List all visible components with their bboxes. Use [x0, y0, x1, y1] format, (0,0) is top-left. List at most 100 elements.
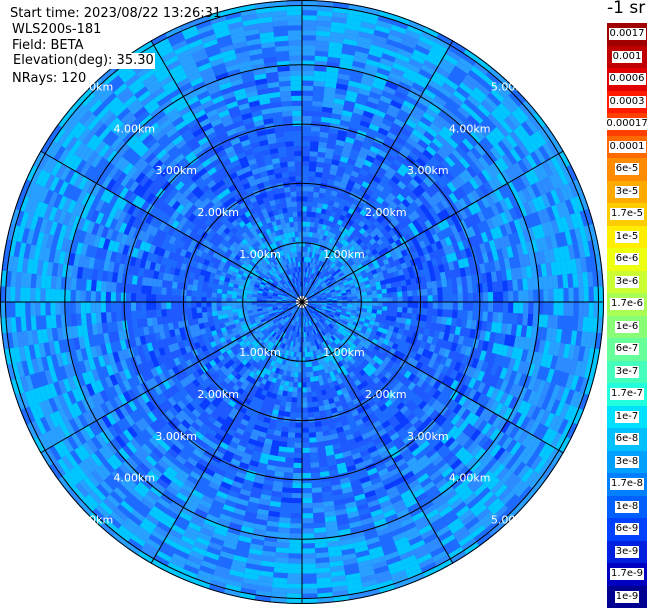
heatmap-cell — [290, 407, 296, 413]
heatmap-cell — [387, 302, 392, 307]
heatmap-cell — [436, 280, 442, 288]
heatmap-cell — [302, 121, 312, 126]
heatmap-cell — [302, 136, 311, 141]
heatmap-cell — [287, 437, 295, 443]
heatmap-cell — [413, 302, 418, 308]
heatmap-cell — [316, 436, 324, 442]
heatmap-cell — [309, 156, 317, 162]
heatmap-cell — [302, 478, 312, 483]
heatmap-cell — [458, 294, 463, 302]
heatmap-cell — [472, 284, 478, 293]
heatmap-cell — [382, 310, 388, 315]
heatmap-cell — [584, 302, 589, 317]
heatmap-cell — [302, 523, 314, 528]
heatmap-cell — [413, 296, 418, 302]
heatmap-cell — [468, 293, 473, 302]
heatmap-cell — [308, 407, 314, 413]
heatmap-cell — [302, 176, 309, 181]
heatmap-cell — [314, 76, 326, 82]
heatmap-cell — [458, 302, 463, 310]
heatmap-cell — [292, 488, 302, 493]
heatmap-cell — [302, 498, 313, 503]
heatmap-cell — [302, 106, 312, 111]
heatmap-cell — [310, 377, 315, 383]
heatmap-cell — [284, 411, 291, 417]
heatmap-cell — [312, 492, 323, 498]
heatmap-cell — [311, 477, 321, 483]
heatmap-cell — [302, 116, 312, 121]
heatmap-cell — [426, 282, 432, 289]
heatmap-cell — [292, 483, 302, 488]
heatmap-cell — [315, 552, 329, 558]
heatmap-cell — [513, 302, 518, 313]
heatmap-cell — [377, 302, 382, 306]
heatmap-cell — [433, 295, 438, 302]
heatmap-cell — [313, 401, 319, 407]
heatmap-cell — [297, 398, 302, 403]
heatmap-cell — [372, 302, 377, 306]
heatmap-cell — [302, 65, 314, 70]
heatmap-cell — [307, 207, 312, 212]
heatmap-cell — [452, 286, 458, 294]
heatmap-cell — [392, 307, 397, 312]
heatmap-cell — [309, 432, 316, 438]
heatmap-cell — [312, 202, 318, 208]
heatmap-cell — [312, 392, 318, 398]
heatmap-cell — [314, 71, 326, 77]
heatmap-cell — [392, 312, 398, 318]
heatmap-cell — [285, 462, 294, 468]
heatmap-cell — [502, 313, 508, 324]
heatmap-cell — [447, 286, 453, 294]
heatmap-cell — [298, 372, 302, 377]
heatmap-cell — [310, 151, 318, 157]
heatmap-cell — [387, 311, 393, 316]
heatmap-cell — [377, 289, 383, 294]
heatmap-cell — [305, 367, 309, 372]
heatmap-cell — [279, 441, 287, 447]
heatmap-cell — [280, 436, 288, 442]
heatmap-cell — [441, 279, 447, 287]
heatmap-cell — [312, 397, 318, 403]
heatmap-cell — [308, 191, 314, 197]
heatmap-cell — [302, 156, 310, 161]
heatmap-cell — [302, 222, 306, 227]
heatmap-cell — [302, 513, 313, 518]
heatmap-cell — [283, 477, 293, 483]
heatmap-cell — [401, 280, 407, 286]
heatmap-cell — [392, 287, 398, 293]
heatmap-cell — [523, 302, 528, 314]
heatmap-cell — [423, 295, 428, 302]
heatmap-cell — [302, 403, 308, 408]
heatmap-cell — [443, 294, 448, 302]
heatmap-cell — [532, 314, 538, 327]
heatmap-cell — [291, 503, 302, 508]
heatmap-cell — [312, 111, 322, 117]
heatmap-cell — [533, 290, 538, 302]
heatmap-cell — [362, 295, 367, 299]
heatmap-cell — [568, 288, 573, 302]
heatmap-cell — [302, 76, 314, 81]
heatmap-cell — [442, 287, 448, 295]
heatmap-cell — [287, 579, 302, 584]
heatmap-cell — [292, 498, 303, 503]
heatmap-cell — [310, 222, 315, 228]
heatmap-cell — [306, 372, 310, 377]
heatmap-cell — [290, 518, 302, 523]
heatmap-cell — [431, 316, 437, 324]
heatmap-cell — [288, 387, 293, 393]
heatmap-cell — [315, 177, 322, 183]
heatmap-cell — [315, 547, 328, 553]
heatmap-cell — [311, 121, 321, 127]
heatmap-cell — [302, 146, 310, 151]
heatmap-cell — [552, 275, 558, 289]
heatmap-cell — [397, 292, 402, 298]
heatmap-cell — [313, 517, 325, 523]
heatmap-cell — [312, 482, 322, 488]
heatmap-cell — [302, 468, 311, 473]
heatmap-cell — [302, 10, 317, 15]
heatmap-cell — [448, 294, 453, 302]
heatmap-cell — [306, 217, 311, 222]
heatmap-cell — [302, 86, 313, 91]
heatmap-cell — [584, 287, 589, 302]
heatmap-cell — [302, 96, 313, 101]
